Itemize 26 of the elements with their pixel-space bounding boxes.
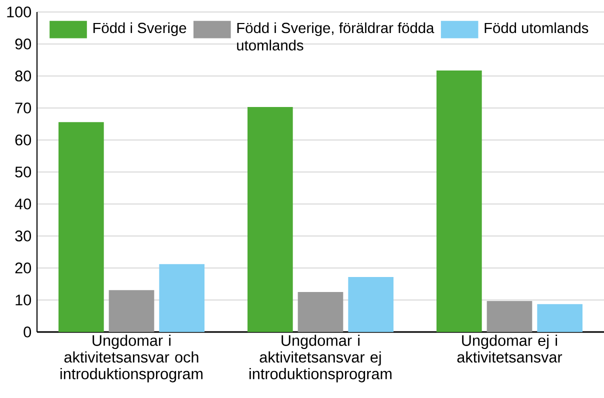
legend-label: Född i Sverige — [93, 22, 186, 36]
y-tick-label: 80 — [15, 70, 32, 82]
y-tick-label: 100 — [7, 6, 32, 18]
y-tick-label: 50 — [15, 166, 32, 178]
y-tick-label: 90 — [15, 38, 32, 50]
bar — [159, 264, 205, 332]
bar — [248, 107, 293, 332]
bar — [108, 290, 154, 332]
bar — [436, 70, 482, 332]
bar — [298, 292, 344, 332]
y-tick-label: 40 — [14, 198, 32, 210]
y-tick-label: 70 — [15, 102, 32, 114]
bar — [58, 122, 104, 332]
bar — [486, 300, 532, 332]
bar — [348, 276, 394, 332]
legend-label: Född i Sverige, föräldrar födda utomlands — [237, 22, 434, 50]
y-tick-label: 0 — [24, 326, 32, 338]
y-tick-label: 30 — [15, 230, 32, 242]
y-tick-label: 60 — [15, 134, 32, 146]
x-tick-label: Ungdomar ej i aktivitetsansvar — [457, 334, 562, 363]
x-tick-label: Ungdomar i aktivitetsansvar och introduktionsprogram — [60, 334, 202, 382]
bar — [537, 304, 582, 332]
y-tick-label: 20 — [15, 262, 32, 274]
y-tick-label: 10 — [16, 294, 32, 306]
legend-label: Född utomlands — [484, 22, 588, 34]
x-tick-label: Ungdomar i aktivitetsansvar ej introduktionsprogram — [250, 334, 392, 382]
